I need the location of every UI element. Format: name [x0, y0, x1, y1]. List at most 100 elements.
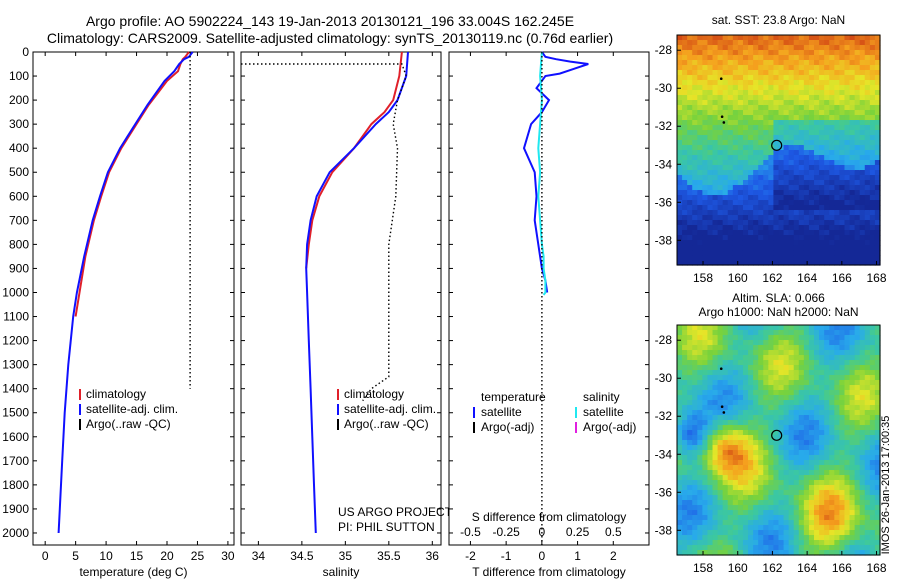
map-cell — [834, 380, 840, 386]
difference-xlabel: T difference from climatology — [472, 565, 626, 579]
map-cell — [727, 95, 734, 101]
map-cell — [748, 490, 754, 496]
map-cell — [707, 385, 714, 391]
temperature-xtick-label: 5 — [72, 549, 79, 563]
map-cell — [742, 455, 749, 461]
map-cell — [717, 480, 724, 486]
map-cell — [763, 390, 769, 396]
map-cell — [874, 440, 881, 446]
map-cell — [773, 510, 780, 516]
map-cell — [869, 180, 876, 186]
map-cell — [854, 410, 861, 416]
map-cell — [712, 85, 719, 91]
map-cell — [854, 220, 861, 226]
map-cell — [839, 130, 846, 136]
map-cell — [824, 95, 830, 101]
map-cell — [849, 325, 856, 331]
map-cell — [793, 495, 800, 501]
map-cell — [742, 90, 749, 96]
map-cell — [763, 210, 769, 216]
map-cell — [798, 245, 805, 251]
map-cell — [819, 115, 825, 121]
map-cell — [722, 65, 729, 71]
map-cell — [874, 545, 881, 551]
map-cell — [748, 145, 754, 151]
map-cell — [712, 410, 719, 416]
map-cell — [722, 475, 729, 481]
map-cell — [712, 195, 719, 201]
map-cell — [829, 150, 835, 156]
map-cell — [687, 130, 693, 136]
map-cell — [859, 520, 866, 526]
map-cell — [742, 390, 749, 396]
map-cell — [677, 200, 683, 206]
map-cell — [677, 325, 683, 331]
map-cell — [834, 75, 840, 81]
map-cell — [874, 505, 881, 511]
map-cell — [697, 400, 703, 406]
map-cell — [773, 440, 780, 446]
map-cell — [742, 480, 749, 486]
map-cell — [849, 550, 856, 556]
map-cell — [788, 125, 795, 131]
map-cell — [727, 200, 734, 206]
map-cell — [854, 355, 861, 361]
map-cell — [692, 120, 698, 126]
map-cell — [712, 225, 719, 231]
map-cell — [682, 410, 688, 416]
map-cell — [819, 435, 825, 441]
map-cell — [758, 85, 764, 91]
map-cell — [722, 105, 729, 111]
map-cell — [717, 485, 724, 491]
map-cell — [732, 155, 739, 161]
map-cell — [727, 160, 734, 166]
map-cell — [798, 85, 805, 91]
map-cell — [722, 545, 729, 551]
map-cell — [788, 225, 795, 231]
map-cell — [849, 405, 856, 411]
map-cell — [798, 415, 805, 421]
map-cell — [854, 140, 861, 146]
map-cell — [763, 160, 769, 166]
map-cell — [849, 35, 856, 41]
map-cell — [859, 450, 866, 456]
map-cell — [697, 495, 703, 501]
map-cell — [788, 120, 795, 126]
map-cell — [717, 245, 724, 251]
map-cell — [859, 335, 866, 341]
map-cell — [687, 65, 693, 71]
map-cell — [798, 235, 805, 241]
map-cell — [707, 135, 714, 141]
map-cell — [773, 475, 780, 481]
map-cell — [692, 140, 698, 146]
map-cell — [687, 425, 693, 431]
map-cell — [788, 75, 795, 81]
map-cell — [778, 345, 785, 351]
map-cell — [717, 70, 724, 76]
map-cell — [737, 345, 744, 351]
map-cell — [849, 525, 856, 531]
map-cell — [753, 360, 759, 366]
map-cell — [824, 90, 830, 96]
map-cell — [773, 430, 780, 436]
map-cell — [692, 495, 698, 501]
map-cell — [814, 415, 820, 421]
map-cell — [727, 245, 734, 251]
map-cell — [748, 445, 754, 451]
map-cell — [748, 430, 754, 436]
map-cell — [803, 165, 810, 171]
map-cell — [859, 495, 866, 501]
map-cell — [874, 515, 881, 521]
map-cell — [869, 485, 876, 491]
map-cell — [727, 410, 734, 416]
map-cell — [844, 370, 851, 376]
map-cell — [722, 160, 729, 166]
map-cell — [702, 490, 709, 496]
map-cell — [763, 155, 769, 161]
map-cell — [808, 425, 815, 431]
map-cell — [742, 445, 749, 451]
map-cell — [727, 470, 734, 476]
map-cell — [829, 355, 835, 361]
map-cell — [707, 220, 714, 226]
map-cell — [712, 345, 719, 351]
